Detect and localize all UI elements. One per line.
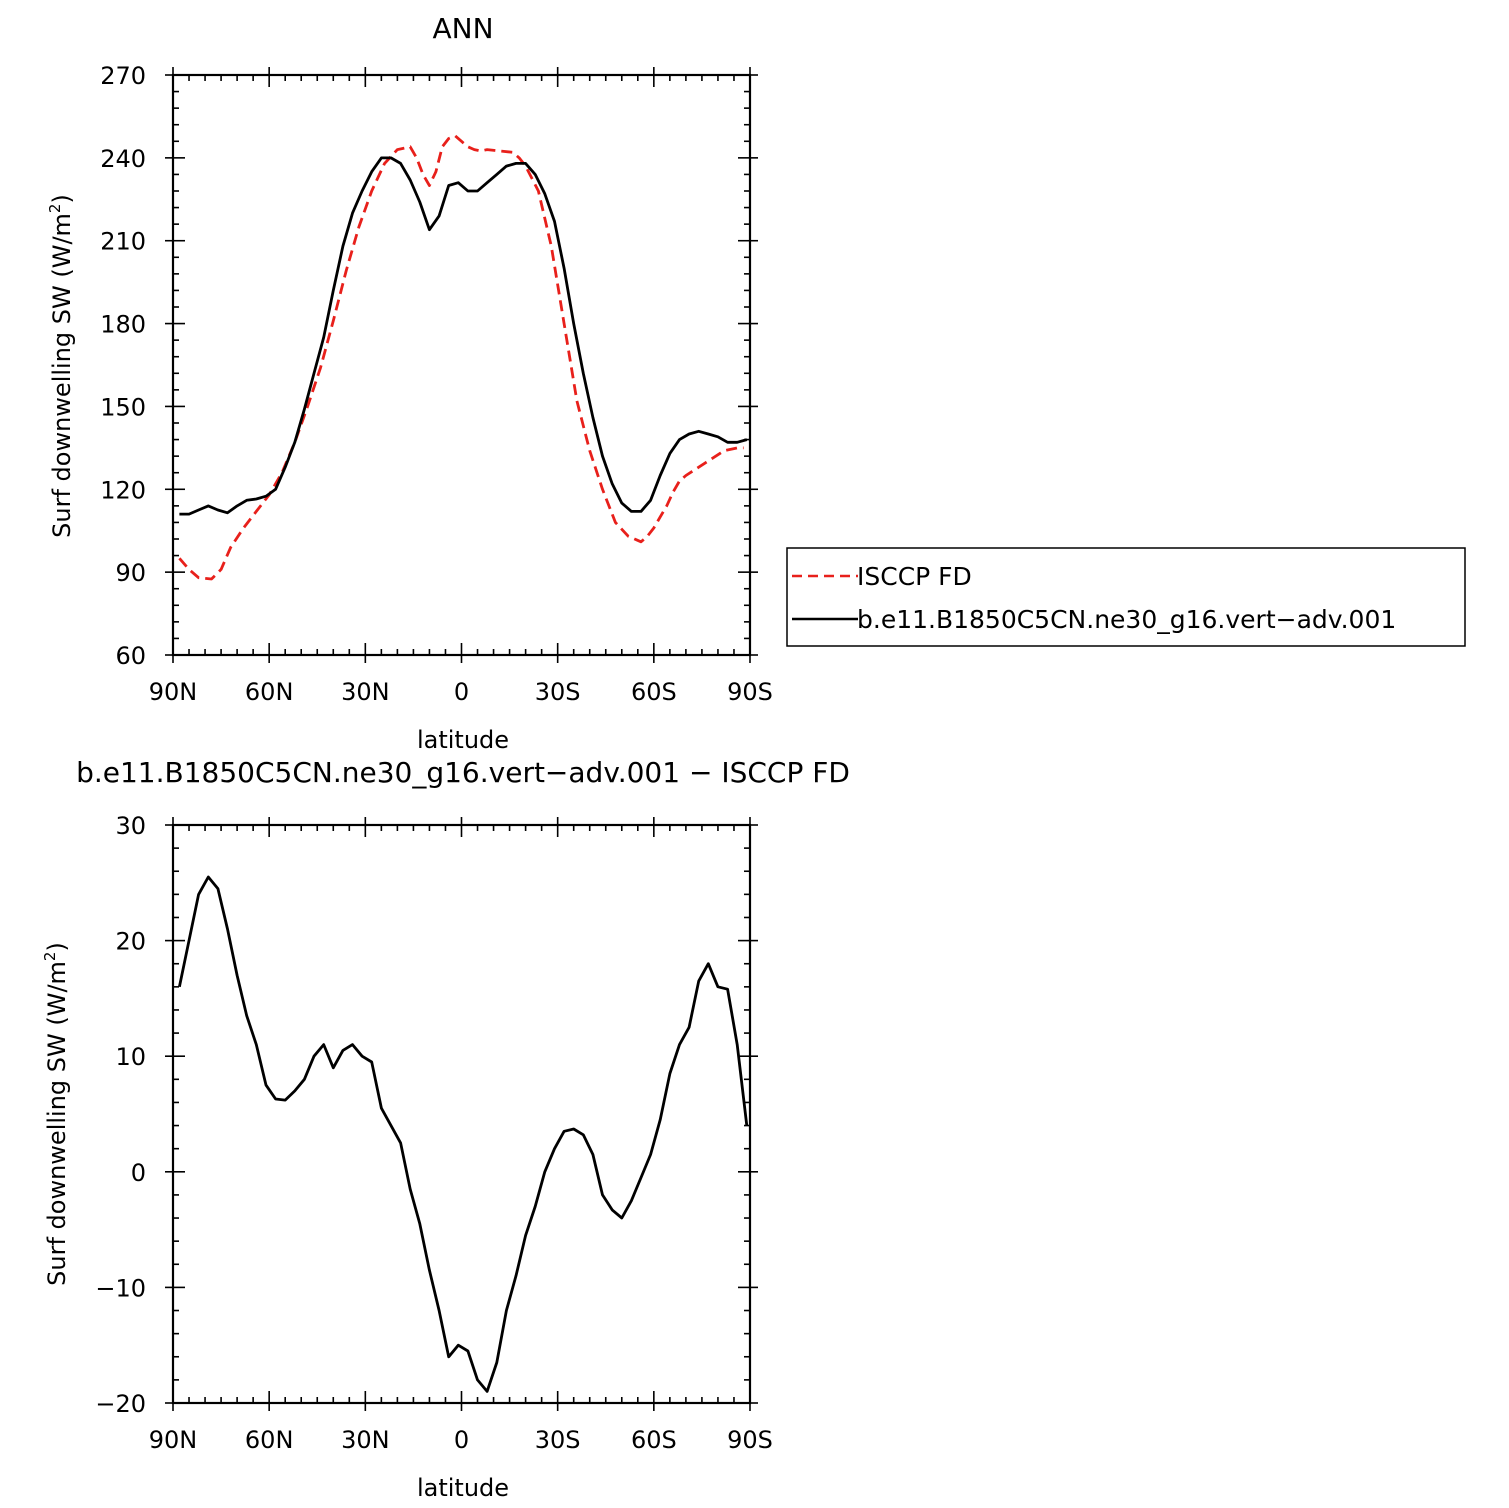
bottom-panel-title: b.e11.B1850C5CN.ne30_g16.vert−adv.001 − … bbox=[76, 756, 850, 789]
top-panel-ylabel: Surf downwelling SW (W/m2) bbox=[46, 194, 76, 538]
top-panel-ylabel-close: ) bbox=[48, 194, 76, 203]
legend-label-model: b.e11.B1850C5CN.ne30_g16.vert−adv.001 bbox=[857, 605, 1396, 634]
bottom-ytick-label: −10 bbox=[95, 1274, 146, 1302]
bottom-panel-series bbox=[178, 875, 749, 1393]
top-xtick-label: 90N bbox=[149, 678, 198, 706]
bottom-panel-ylabel-sup: 2 bbox=[41, 952, 59, 962]
top-xtick-label: 60N bbox=[245, 678, 294, 706]
bottom-xtick-label: 30S bbox=[535, 1426, 581, 1454]
top-series-line-1 bbox=[179, 156, 748, 516]
bottom-ytick-label: −20 bbox=[95, 1390, 146, 1418]
bottom-ytick-label: 10 bbox=[115, 1043, 146, 1071]
top-xtick-label: 0 bbox=[454, 678, 469, 706]
bottom-panel-xlabel: latitude bbox=[417, 1474, 509, 1502]
top-series-line-0 bbox=[178, 134, 744, 581]
top-xtick-label: 30N bbox=[341, 678, 390, 706]
top-ytick-label: 60 bbox=[115, 642, 146, 670]
bottom-ytick-label: 20 bbox=[115, 928, 146, 956]
bottom-xtick-label: 30N bbox=[341, 1426, 390, 1454]
top-panel-ylabel-sup: 2 bbox=[46, 204, 64, 214]
bottom-xtick-label: 90N bbox=[149, 1426, 198, 1454]
legend-label-isccp: ISCCP FD bbox=[857, 562, 972, 591]
bottom-xtick-label: 60N bbox=[245, 1426, 294, 1454]
bottom-panel-axes: 90N 60N 30N 0 30S 60S 90S −20 −10 0 10 20 30 bbox=[95, 812, 773, 1454]
bottom-plot-frame bbox=[171, 823, 752, 1405]
bottom-panel-ylabel: Surf downwelling SW (W/m2) bbox=[41, 942, 71, 1286]
top-ytick-label: 90 bbox=[115, 559, 146, 587]
top-ytick-label: 270 bbox=[100, 62, 146, 90]
top-xtick-label: 60S bbox=[631, 678, 677, 706]
top-ytick-label: 150 bbox=[100, 393, 146, 421]
bottom-xtick-label: 60S bbox=[631, 1426, 677, 1454]
bottom-ytick-label: 0 bbox=[131, 1159, 146, 1187]
top-ytick-label: 240 bbox=[100, 145, 146, 173]
bottom-xtick-label: 0 bbox=[454, 1426, 469, 1454]
top-xtick-label: 30S bbox=[535, 678, 581, 706]
top-panel: ANN 90N 60N 30N 0 30S 60S 90S 60 90 120 150 180 210 2… bbox=[46, 12, 773, 754]
top-plot-frame bbox=[171, 73, 752, 657]
bottom-ytick-label: 30 bbox=[115, 812, 146, 840]
top-ytick-label: 180 bbox=[100, 311, 146, 339]
bottom-xtick-label: 90S bbox=[727, 1426, 773, 1454]
top-panel-series bbox=[178, 134, 748, 581]
bottom-series-line-0 bbox=[178, 875, 749, 1393]
top-panel-xlabel: latitude bbox=[417, 726, 509, 754]
bottom-panel-ylabel-close: ) bbox=[43, 942, 71, 951]
top-xtick-label: 90S bbox=[727, 678, 773, 706]
legend: ISCCP FD b.e11.B1850C5CN.ne30_g16.vert−a… bbox=[786, 547, 1466, 647]
legend-box bbox=[786, 547, 1466, 647]
top-panel-axes: 90N 60N 30N 0 30S 60S 90S 60 90 120 150 180 210 240 27… bbox=[100, 62, 773, 706]
bottom-panel-ylabel-main: Surf downwelling SW (W/m bbox=[43, 961, 71, 1286]
top-panel-ylabel-main: Surf downwelling SW (W/m bbox=[48, 213, 76, 538]
top-ytick-label: 210 bbox=[100, 228, 146, 256]
bottom-panel: b.e11.B1850C5CN.ne30_g16.vert−adv.001 − … bbox=[41, 756, 850, 1502]
top-ytick-label: 120 bbox=[100, 476, 146, 504]
top-panel-title: ANN bbox=[432, 12, 493, 45]
